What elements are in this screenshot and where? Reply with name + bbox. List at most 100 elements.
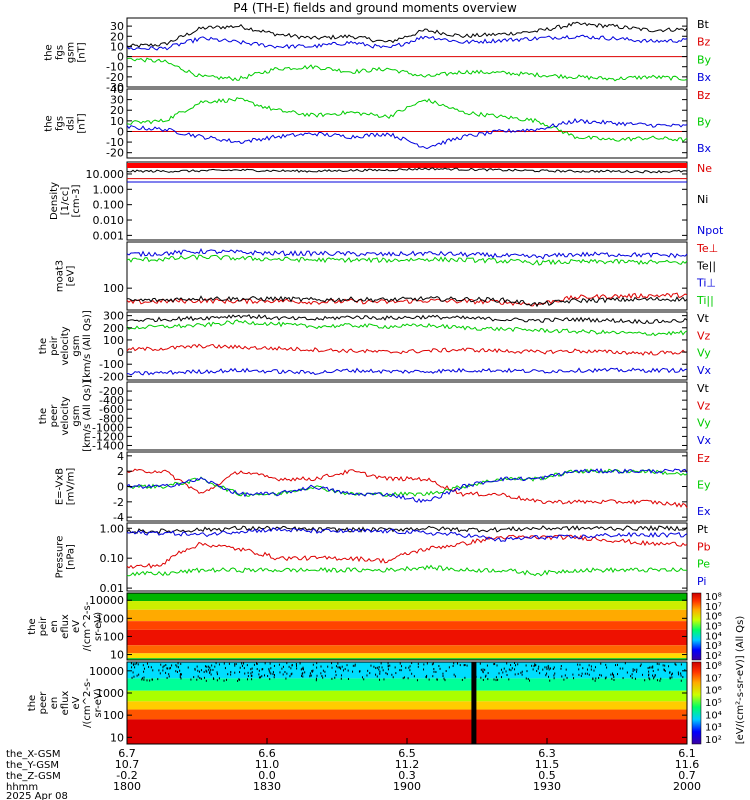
spectrogram-noise xyxy=(250,674,252,677)
spectrogram-noise xyxy=(376,675,378,678)
spectrogram-noise xyxy=(268,669,270,672)
spectrogram-noise xyxy=(187,666,189,669)
colorbar-tick-label: 10⁴ xyxy=(705,710,722,721)
spectrogram-noise xyxy=(132,671,134,674)
spectrogram-noise xyxy=(331,666,333,669)
spectrogram-noise xyxy=(423,668,425,671)
spectrogram-noise xyxy=(649,678,651,681)
spectrogram-noise xyxy=(579,663,581,666)
panel-ylabel: thepeerenefluxeV/(cm^2-s-sr-eV) xyxy=(27,678,104,728)
spectrogram-noise xyxy=(531,664,533,667)
series-line-ti|| xyxy=(126,254,688,266)
y-tick-label: -20 xyxy=(106,147,124,160)
spectrogram-noise xyxy=(413,675,415,678)
spectrogram-noise xyxy=(179,669,181,672)
spectrogram-noise xyxy=(218,677,220,680)
spectrogram-noise xyxy=(663,668,665,671)
spectrogram-noise xyxy=(403,676,405,679)
spectrogram-noise xyxy=(295,664,297,667)
spectrogram-noise xyxy=(678,673,680,676)
spectrogram-noise xyxy=(588,673,590,676)
spectrogram-noise xyxy=(503,667,505,670)
y-tick-label: 10 xyxy=(110,731,124,744)
colorbar-label: [eV/(cm²-s-sr-eV)] (All Qs) xyxy=(735,616,746,745)
spectrogram-noise xyxy=(394,666,396,669)
spectrogram-noise xyxy=(510,669,512,672)
spectrogram-noise xyxy=(175,670,177,673)
legend-ez: Ez xyxy=(697,452,710,465)
spectrogram-noise xyxy=(216,671,218,674)
spectrogram-noise xyxy=(542,668,544,671)
spectrogram-noise xyxy=(498,672,500,675)
spectrogram-noise xyxy=(180,677,182,680)
y-tick-label: 20 xyxy=(110,30,124,43)
spectrogram-noise xyxy=(612,673,614,676)
spectrogram-noise xyxy=(487,672,489,675)
y-tick-label: 0.001 xyxy=(93,229,125,242)
spectrogram-noise xyxy=(428,678,430,681)
spectrogram-noise xyxy=(175,664,177,667)
spectrogram-noise xyxy=(207,665,209,668)
colorbar xyxy=(691,592,702,661)
data-gap-bar xyxy=(471,662,477,744)
spectrogram-band xyxy=(127,657,687,660)
spectrogram-noise xyxy=(671,673,673,676)
spectrogram-noise xyxy=(322,669,324,672)
spectrogram-band xyxy=(127,678,687,691)
y-tick-label: 4 xyxy=(117,450,124,463)
spectrogram-noise xyxy=(375,673,377,676)
spectrogram-noise xyxy=(527,677,529,680)
x-tick-label-y: 10.7 xyxy=(115,758,140,771)
x-tick-label-y: 11.5 xyxy=(535,758,560,771)
x-tick-label-z: 0.3 xyxy=(398,769,416,782)
colorbar-tick-label: 10⁵ xyxy=(705,622,722,633)
spectrogram-noise xyxy=(200,677,202,680)
spectrogram-noise xyxy=(593,669,595,672)
spectrogram-noise xyxy=(354,664,356,667)
spectrogram-noise xyxy=(648,674,650,677)
colorbar-tick-label: 10⁶ xyxy=(705,686,722,697)
spectrogram-noise xyxy=(652,674,654,677)
panel-frame xyxy=(126,592,688,661)
spectrogram-noise xyxy=(223,662,225,665)
spectrogram-noise xyxy=(366,674,368,677)
spectrogram-noise xyxy=(209,666,211,669)
spectrogram-noise xyxy=(581,672,583,675)
spectrogram-noise xyxy=(136,674,138,677)
spectrogram-noise xyxy=(228,662,230,665)
spectrogram-noise xyxy=(162,669,164,672)
spectrogram-noise xyxy=(162,666,164,669)
spectrogram-noise xyxy=(588,664,590,667)
spectrogram-noise xyxy=(546,672,548,675)
spectrogram-noise xyxy=(668,665,670,668)
spectrogram-noise xyxy=(433,667,435,670)
spectrogram-noise xyxy=(352,664,354,667)
panel-ylabel: thefgsgsm[nT] xyxy=(44,42,88,63)
spectrogram-noise xyxy=(300,668,302,671)
spectrogram-noise xyxy=(626,671,628,674)
spectrogram-noise xyxy=(649,666,651,669)
spectrogram-noise xyxy=(444,679,446,682)
spectrogram-noise xyxy=(510,664,512,667)
y-tick-label: -4 xyxy=(113,511,124,524)
spectrogram-band xyxy=(127,609,687,622)
spectrogram-noise xyxy=(261,668,263,671)
spectrogram-noise xyxy=(578,668,580,671)
spectrogram-noise xyxy=(682,676,684,679)
colorbar-tick-label: 10⁴ xyxy=(705,631,722,642)
spectrogram-noise xyxy=(261,675,263,678)
y-tick-label: 200 xyxy=(103,322,124,335)
spectrogram-noise xyxy=(373,665,375,668)
spectrogram-noise xyxy=(439,667,441,670)
spectrogram-noise xyxy=(243,667,245,670)
spectrogram-noise xyxy=(485,674,487,677)
spectrogram-noise xyxy=(334,676,336,679)
spectrogram-noise xyxy=(239,671,241,674)
x-tick-label-x: 6.5 xyxy=(398,747,416,760)
legend-vx: Vx xyxy=(697,434,712,447)
spectrogram-noise xyxy=(246,678,248,681)
spectrogram-noise xyxy=(131,666,133,669)
spectrogram-noise xyxy=(320,665,322,668)
spectrogram-noise xyxy=(367,669,369,672)
spectrogram-noise xyxy=(132,663,134,666)
